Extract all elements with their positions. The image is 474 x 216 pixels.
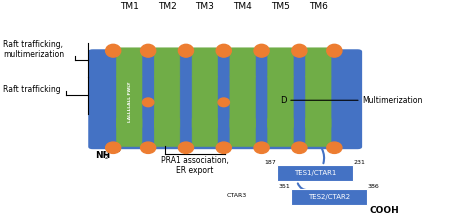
FancyBboxPatch shape xyxy=(192,118,218,146)
Text: COOH: COOH xyxy=(370,206,400,215)
FancyBboxPatch shape xyxy=(155,76,180,128)
FancyBboxPatch shape xyxy=(306,118,331,146)
FancyBboxPatch shape xyxy=(192,76,218,128)
FancyBboxPatch shape xyxy=(89,50,361,148)
FancyBboxPatch shape xyxy=(117,76,142,128)
FancyBboxPatch shape xyxy=(117,118,142,146)
Text: TM6: TM6 xyxy=(309,3,328,11)
Text: LALLLLALL FWLY: LALLLLALL FWLY xyxy=(128,81,132,122)
Text: TES2/CTAR2: TES2/CTAR2 xyxy=(308,194,350,200)
Ellipse shape xyxy=(292,44,307,57)
Text: 231: 231 xyxy=(353,160,365,165)
Ellipse shape xyxy=(141,44,156,57)
Text: 24: 24 xyxy=(113,148,121,153)
FancyBboxPatch shape xyxy=(155,48,180,77)
Ellipse shape xyxy=(106,44,121,57)
Ellipse shape xyxy=(292,142,307,153)
Text: 187: 187 xyxy=(264,160,276,165)
Ellipse shape xyxy=(178,44,193,57)
Text: D: D xyxy=(280,96,287,105)
Text: Multimerization: Multimerization xyxy=(362,96,423,105)
Text: TM1: TM1 xyxy=(120,3,139,11)
FancyBboxPatch shape xyxy=(230,48,255,77)
Text: 1: 1 xyxy=(104,151,107,156)
FancyBboxPatch shape xyxy=(268,118,293,146)
FancyBboxPatch shape xyxy=(230,118,255,146)
Ellipse shape xyxy=(143,98,154,107)
Text: TES1/CTAR1: TES1/CTAR1 xyxy=(294,170,337,176)
Text: PRA1 association,
ER export: PRA1 association, ER export xyxy=(161,156,229,175)
FancyBboxPatch shape xyxy=(268,76,293,128)
Text: 386: 386 xyxy=(367,184,379,189)
Ellipse shape xyxy=(327,142,342,153)
Ellipse shape xyxy=(141,142,156,153)
Ellipse shape xyxy=(327,44,342,57)
Text: TM5: TM5 xyxy=(271,3,290,11)
Text: TM3: TM3 xyxy=(195,3,214,11)
Text: Raft trafficking: Raft trafficking xyxy=(3,86,61,94)
FancyBboxPatch shape xyxy=(306,76,331,128)
Ellipse shape xyxy=(216,44,231,57)
FancyBboxPatch shape xyxy=(117,48,142,77)
Text: TM2: TM2 xyxy=(158,3,176,11)
Ellipse shape xyxy=(178,142,193,153)
FancyBboxPatch shape xyxy=(268,48,293,77)
Text: TM4: TM4 xyxy=(233,3,252,11)
Ellipse shape xyxy=(216,142,231,153)
Text: 351: 351 xyxy=(279,184,291,189)
FancyBboxPatch shape xyxy=(306,48,331,77)
Ellipse shape xyxy=(106,142,121,153)
Text: 2: 2 xyxy=(104,155,108,160)
Text: CTAR3: CTAR3 xyxy=(227,193,247,198)
Text: NH: NH xyxy=(95,151,110,160)
Text: Raft trafficking,: Raft trafficking, xyxy=(3,40,63,49)
FancyBboxPatch shape xyxy=(155,118,180,146)
Text: multimerization: multimerization xyxy=(3,50,64,59)
Ellipse shape xyxy=(218,98,229,107)
FancyBboxPatch shape xyxy=(192,48,218,77)
FancyBboxPatch shape xyxy=(292,189,367,205)
Ellipse shape xyxy=(254,44,269,57)
Ellipse shape xyxy=(254,142,269,153)
FancyBboxPatch shape xyxy=(277,165,353,181)
FancyBboxPatch shape xyxy=(230,76,255,128)
